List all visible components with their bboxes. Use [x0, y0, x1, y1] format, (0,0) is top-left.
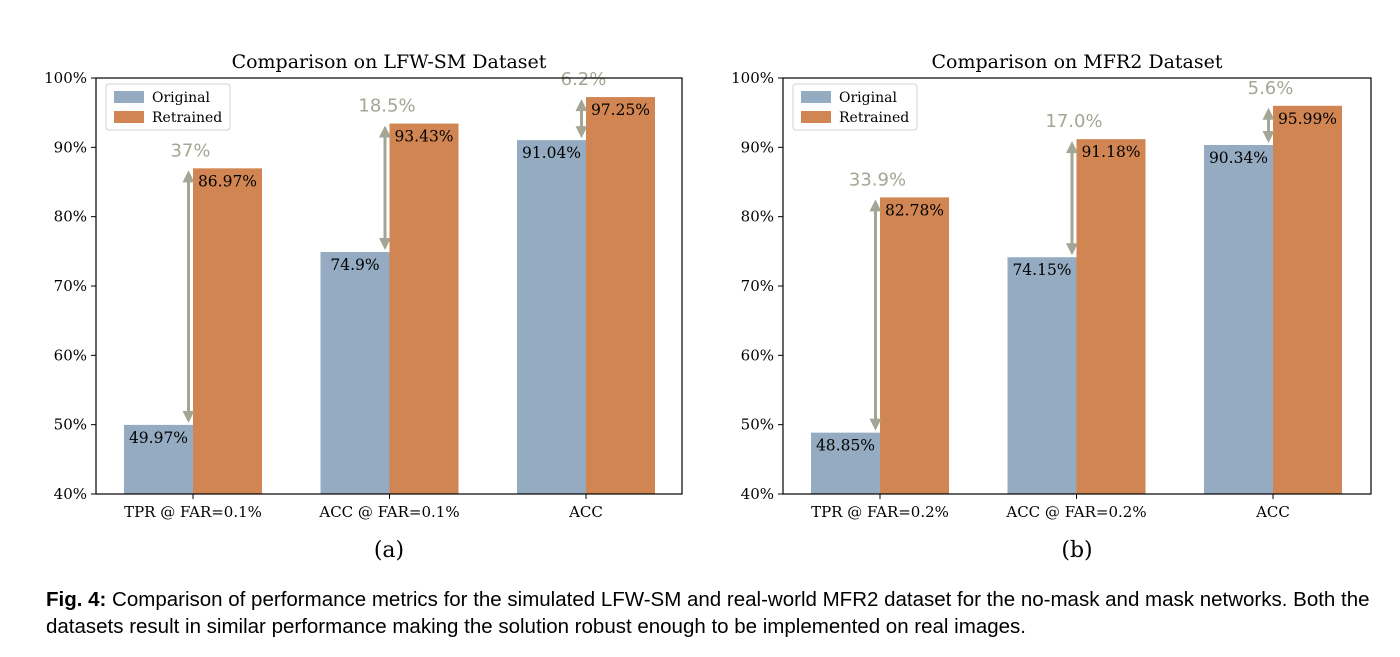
difference-arrow-1: [379, 125, 391, 251]
bar-original-1: [320, 252, 390, 494]
bar-retrained-0: [193, 168, 262, 494]
difference-arrow-2: [575, 99, 588, 139]
data-label-original-2: 91.04%: [522, 144, 581, 162]
difference-label-0: 33.9%: [849, 169, 906, 190]
legend-label-0: Original: [839, 90, 897, 106]
chart-mfr2: Comparison on MFR2 Dataset 48.85% 82.78% 33…: [731, 51, 1372, 563]
data-label-retrained-1: 91.18%: [1081, 143, 1140, 161]
difference-label-1: 18.5%: [358, 96, 415, 117]
difference-label-2: 6.2%: [561, 69, 607, 90]
chart-title: Comparison on LFW-SM Dataset: [232, 51, 547, 73]
bar-retrained-1: [1076, 139, 1146, 495]
y-tick-label-1: 50%: [741, 416, 774, 434]
arrow-head-down-0: [182, 410, 195, 423]
x-tick-label-0: TPR @ FAR=0.1%: [124, 503, 262, 521]
data-label-original-2: 90.34%: [1209, 149, 1268, 167]
y-tick-label-4: 80%: [54, 208, 87, 226]
legend-swatch-0: [114, 91, 144, 103]
bar-retrained-2: [1273, 105, 1342, 494]
data-label-original-1: 74.15%: [1012, 261, 1071, 279]
data-label-original-0: 48.85%: [816, 437, 875, 455]
y-tick-label-3: 70%: [741, 277, 774, 295]
difference-label-0: 37%: [170, 140, 210, 161]
y-tick-label-5: 90%: [741, 138, 774, 156]
y-tick-label-6: 100%: [731, 69, 774, 87]
bar-original-0: [124, 424, 193, 494]
x-tick-label-1: ACC @ FAR=0.2%: [1005, 503, 1146, 521]
data-label-retrained-2: 97.25%: [591, 101, 650, 119]
x-tick-label-2: ACC: [568, 503, 603, 521]
arrow-head-up-1: [1066, 141, 1078, 154]
bar-original-1: [1007, 257, 1077, 494]
data-label-retrained-1: 93.43%: [394, 128, 453, 146]
y-tick-label-2: 60%: [741, 346, 774, 364]
arrow-head-up-0: [182, 170, 195, 183]
arrow-head-up-1: [379, 125, 391, 138]
chart-lfw-sm: Comparison on LFW-SM Dataset 49.97% 86.97%…: [44, 51, 683, 563]
y-tick-label-3: 70%: [54, 277, 87, 295]
difference-arrow-2: [1262, 107, 1275, 143]
y-tick-label-5: 90%: [54, 138, 87, 156]
legend-label-1: Retrained: [152, 110, 222, 126]
data-label-retrained-0: 86.97%: [198, 172, 257, 190]
arrow-head-up-2: [575, 99, 588, 112]
x-tick-label-0: TPR @ FAR=0.2%: [811, 503, 949, 521]
difference-label-1: 17.0%: [1045, 111, 1102, 132]
legend-swatch-1: [114, 111, 144, 123]
bar-original-2: [1204, 144, 1273, 494]
data-label-original-1: 74.9%: [330, 256, 379, 274]
legend-label-0: Original: [152, 90, 210, 106]
y-tick-label-0: 40%: [54, 485, 87, 503]
data-label-original-0: 49.97%: [129, 429, 188, 447]
difference-label-2: 5.6%: [1248, 78, 1294, 99]
y-tick-label-0: 40%: [741, 485, 774, 503]
bar-retrained-1: [389, 123, 459, 494]
y-tick-label-1: 50%: [54, 416, 87, 434]
legend-swatch-1: [801, 111, 831, 123]
y-tick-label-2: 60%: [54, 346, 87, 364]
arrow-head-down-2: [1262, 130, 1275, 143]
bar-retrained-0: [880, 197, 949, 494]
y-tick-label-4: 80%: [741, 208, 774, 226]
arrow-head-down-1: [379, 238, 391, 251]
difference-arrow-0: [869, 199, 882, 431]
data-label-retrained-0: 82.78%: [885, 201, 944, 219]
chart-title: Comparison on MFR2 Dataset: [931, 51, 1222, 73]
caption-label: Fig. 4:: [46, 588, 107, 611]
x-tick-label-2: ACC: [1255, 503, 1290, 521]
panel-label: (b): [1061, 538, 1092, 563]
y-tick-label-6: 100%: [44, 69, 87, 87]
bar-original-0: [811, 432, 880, 494]
figure-caption: Fig. 4: Comparison of performance metric…: [46, 586, 1386, 640]
bar-retrained-2: [586, 97, 655, 495]
arrow-head-down-2: [575, 126, 588, 139]
bar-original-2: [517, 140, 586, 494]
arrow-head-up-2: [1262, 107, 1275, 120]
arrow-head-down-0: [869, 418, 882, 431]
x-tick-label-1: ACC @ FAR=0.1%: [318, 503, 459, 521]
legend-label-1: Retrained: [839, 110, 909, 126]
difference-arrow-1: [1066, 141, 1078, 256]
difference-arrow-0: [182, 170, 195, 423]
legend-swatch-0: [801, 91, 831, 103]
panel-label: (a): [374, 538, 404, 563]
arrow-head-up-0: [869, 199, 882, 212]
arrow-head-down-1: [1066, 243, 1078, 256]
caption-text: Comparison of performance metrics for th…: [46, 588, 1370, 638]
data-label-retrained-2: 95.99%: [1278, 110, 1337, 128]
